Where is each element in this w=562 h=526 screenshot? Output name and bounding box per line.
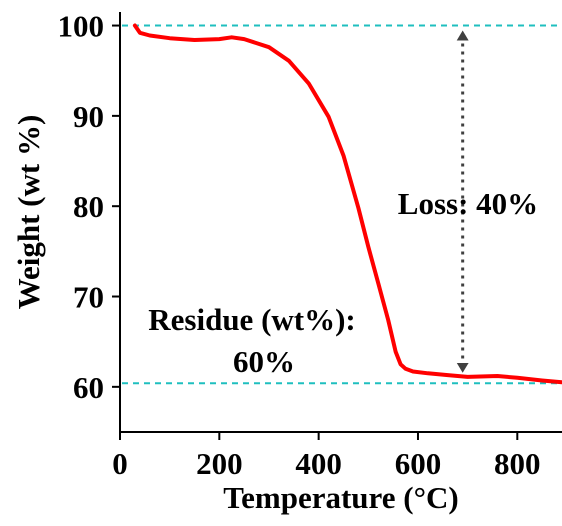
y-tick-label: 80	[73, 189, 104, 224]
residue-label-line2: 60%	[233, 344, 295, 379]
y-axis-title: Weight (wt %)	[11, 115, 46, 310]
x-tick-label: 600	[395, 446, 442, 481]
x-tick-label: 0	[112, 446, 128, 481]
y-tick-label: 100	[58, 9, 105, 44]
x-axis-title: Temperature (°C)	[223, 480, 458, 515]
y-tick-label: 60	[73, 370, 104, 405]
loss-label: Loss: 40%	[398, 186, 538, 221]
y-tick-label: 70	[73, 280, 104, 315]
x-tick-label: 200	[196, 446, 243, 481]
axis-ticks: 0 200 400 600 800 60 70 80 90 100	[58, 9, 541, 481]
tga-curve	[132, 23, 562, 385]
residue-label-line1: Residue (wt%):	[148, 302, 356, 337]
reference-lines	[122, 24, 562, 385]
x-tick-label: 800	[494, 446, 541, 481]
x-tick-label: 400	[295, 446, 342, 481]
data-series	[132, 23, 562, 385]
y-tick-label: 90	[73, 99, 104, 134]
